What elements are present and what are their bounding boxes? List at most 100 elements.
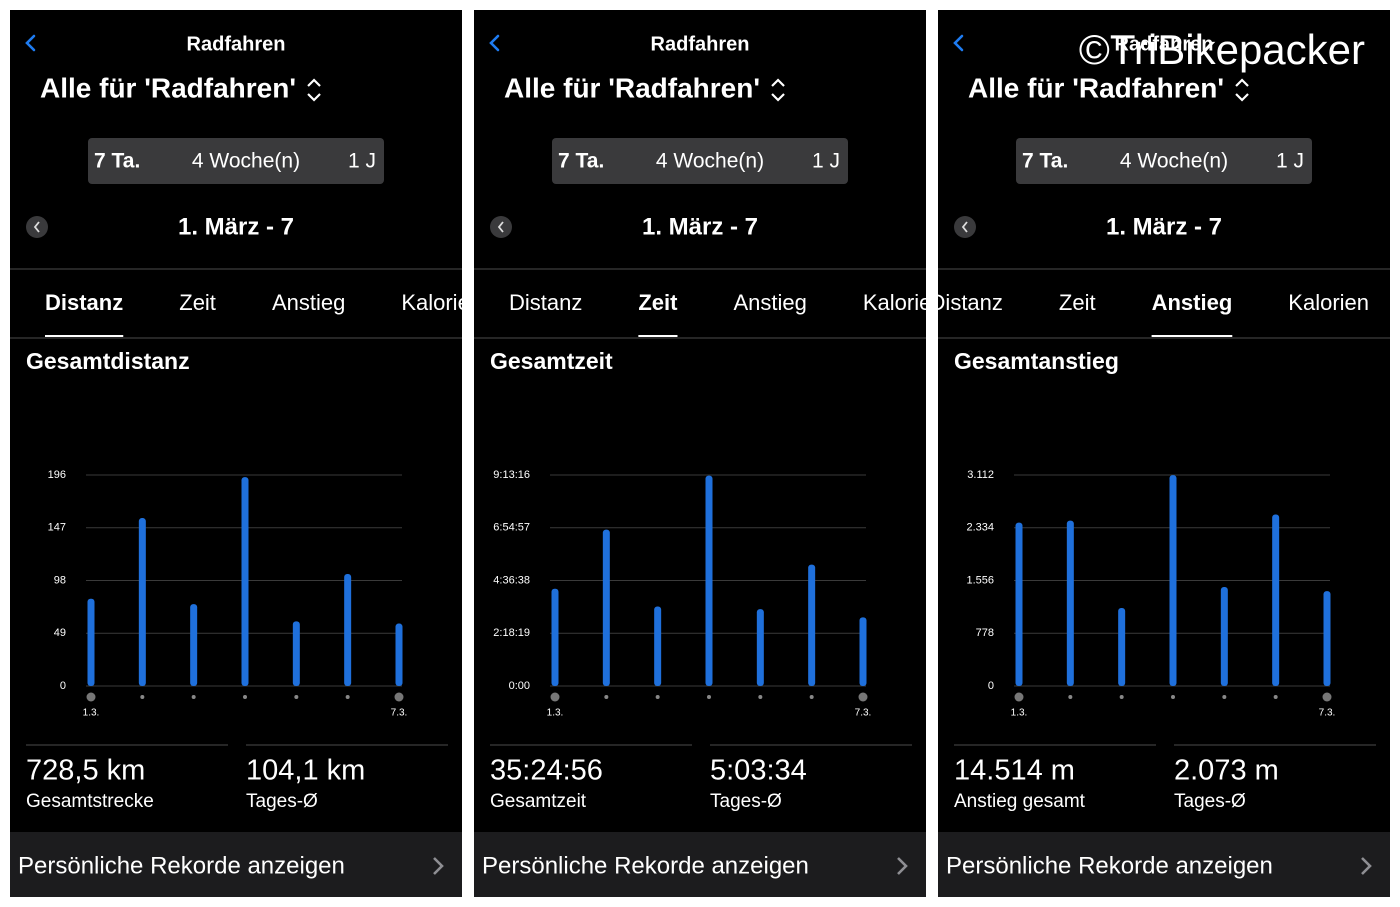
range-option[interactable]: 1 J: [1276, 150, 1304, 173]
prev-period-button[interactable]: [26, 216, 48, 238]
x-dot: [1068, 695, 1073, 699]
back-button[interactable]: [489, 34, 500, 52]
range-option[interactable]: 4 Woche(n): [192, 150, 300, 173]
y-tick-label: 1.556: [966, 574, 994, 586]
y-tick-label: 6:54:57: [493, 522, 530, 534]
stat-label: Gesamtzeit: [490, 791, 587, 812]
range-option[interactable]: 7 Ta.: [94, 150, 140, 173]
prev-period-button[interactable]: [954, 216, 976, 238]
records-button[interactable]: [938, 832, 1390, 897]
phone-panel: Radfahren Alle für 'Radfahren' 7 Ta. 4 Woch…: [10, 10, 482, 897]
filter-arrows[interactable]: [307, 78, 321, 102]
back-button[interactable]: [953, 34, 964, 52]
x-tick-label: 7.3.: [391, 708, 408, 719]
tab[interactable]: Zeit: [179, 290, 216, 315]
bar: [344, 574, 352, 686]
tab[interactable]: Distanz: [509, 290, 582, 315]
records-label: Persönliche Rekorde anzeigen: [18, 852, 345, 879]
bar: [1272, 514, 1280, 686]
range-option[interactable]: 1 J: [348, 150, 376, 173]
tab[interactable]: Kalorien: [401, 290, 482, 315]
prev-period-button[interactable]: [490, 216, 512, 238]
y-tick-label: 778: [976, 627, 994, 639]
x-dot: [550, 692, 560, 702]
tab[interactable]: Kalorien: [1288, 290, 1369, 315]
app-title: Radfahren: [1115, 33, 1214, 55]
x-dot: [394, 692, 404, 702]
back-button[interactable]: [25, 34, 36, 52]
tab[interactable]: Zeit: [638, 290, 678, 315]
records-label: Persönliche Rekorde anzeigen: [482, 852, 809, 879]
range-option[interactable]: 4 Woche(n): [656, 150, 764, 173]
range-selector: [1016, 138, 1312, 184]
y-tick-label: 0: [988, 680, 994, 692]
tab-bar: Distanz Zeit Anstieg Kalorien: [930, 290, 1369, 337]
watermark: ©TriBikepacker: [1079, 26, 1365, 73]
x-dot: [707, 695, 711, 699]
stat-value: 728,5 km: [26, 755, 145, 787]
records-button[interactable]: [10, 832, 462, 897]
date-range: 1. März - 7: [178, 213, 294, 240]
bar: [292, 621, 300, 686]
x-tick-label: 1.3.: [83, 708, 100, 719]
records-button[interactable]: [474, 832, 926, 897]
active-tab-indicator: [1151, 335, 1233, 337]
y-tick-label: 98: [54, 574, 66, 586]
filter-arrows[interactable]: [771, 78, 785, 102]
x-dot: [758, 695, 763, 699]
y-tick-label: 196: [48, 469, 66, 481]
stat-label: Tages-Ø: [710, 791, 782, 812]
stat-value: 2.073 m: [1174, 755, 1279, 787]
x-dot: [1171, 695, 1175, 699]
records-chevron: [1361, 857, 1372, 875]
range-option[interactable]: 7 Ta.: [558, 150, 604, 173]
tab[interactable]: Distanz: [45, 290, 123, 315]
range-selector: [552, 138, 848, 184]
tab[interactable]: Anstieg: [272, 290, 345, 315]
range-option[interactable]: 1 J: [812, 150, 840, 173]
records-chevron: [897, 857, 908, 875]
stat-label: Tages-Ø: [1174, 791, 1246, 812]
stat-value: 14.514 m: [954, 755, 1075, 787]
y-tick-label: 147: [48, 522, 66, 534]
y-tick-label: 0: [60, 680, 66, 692]
bar: [756, 609, 764, 686]
filter-title[interactable]: Alle für 'Radfahren': [968, 72, 1224, 103]
tab[interactable]: Zeit: [1059, 290, 1096, 315]
x-dot: [1322, 692, 1332, 702]
tab[interactable]: Anstieg: [1152, 290, 1233, 315]
tab-bar: Distanz Zeit Anstieg Kalorien: [45, 290, 482, 337]
x-dot: [1273, 695, 1278, 699]
tab-bar: Distanz Zeit Anstieg Kalorien: [509, 290, 944, 337]
stat-value: 5:03:34: [710, 755, 807, 787]
tab[interactable]: Anstieg: [733, 290, 806, 315]
tab[interactable]: Distanz: [930, 290, 1003, 315]
x-dot: [655, 695, 660, 699]
x-dot: [294, 695, 299, 699]
bar: [138, 518, 146, 686]
x-tick-label: 1.3.: [547, 708, 564, 719]
bar: [395, 623, 403, 686]
records-chevron: [433, 857, 444, 875]
stat-label: Anstieg gesamt: [954, 791, 1086, 812]
y-tick-label: 4:36:38: [493, 574, 530, 586]
filter-arrows[interactable]: [1235, 78, 1249, 102]
filter-title[interactable]: Alle für 'Radfahren': [40, 72, 296, 103]
bar: [1015, 522, 1023, 686]
stat-label: Gesamtstrecke: [26, 791, 154, 812]
bar: [1118, 608, 1126, 686]
bar: [1323, 591, 1331, 686]
chart-title: Gesamtdistanz: [26, 348, 190, 374]
tab[interactable]: Kalorien: [863, 290, 944, 315]
bar: [1066, 520, 1074, 686]
app-title: Radfahren: [651, 33, 750, 55]
x-dot: [243, 695, 247, 699]
filter-title[interactable]: Alle für 'Radfahren': [504, 72, 760, 103]
range-option[interactable]: 4 Woche(n): [1120, 150, 1228, 173]
x-dot: [1119, 695, 1124, 699]
range-option[interactable]: 7 Ta.: [1022, 150, 1068, 173]
x-dot: [809, 695, 814, 699]
stat-value: 104,1 km: [246, 755, 365, 787]
range-selector: [88, 138, 384, 184]
x-dot: [1222, 695, 1227, 699]
